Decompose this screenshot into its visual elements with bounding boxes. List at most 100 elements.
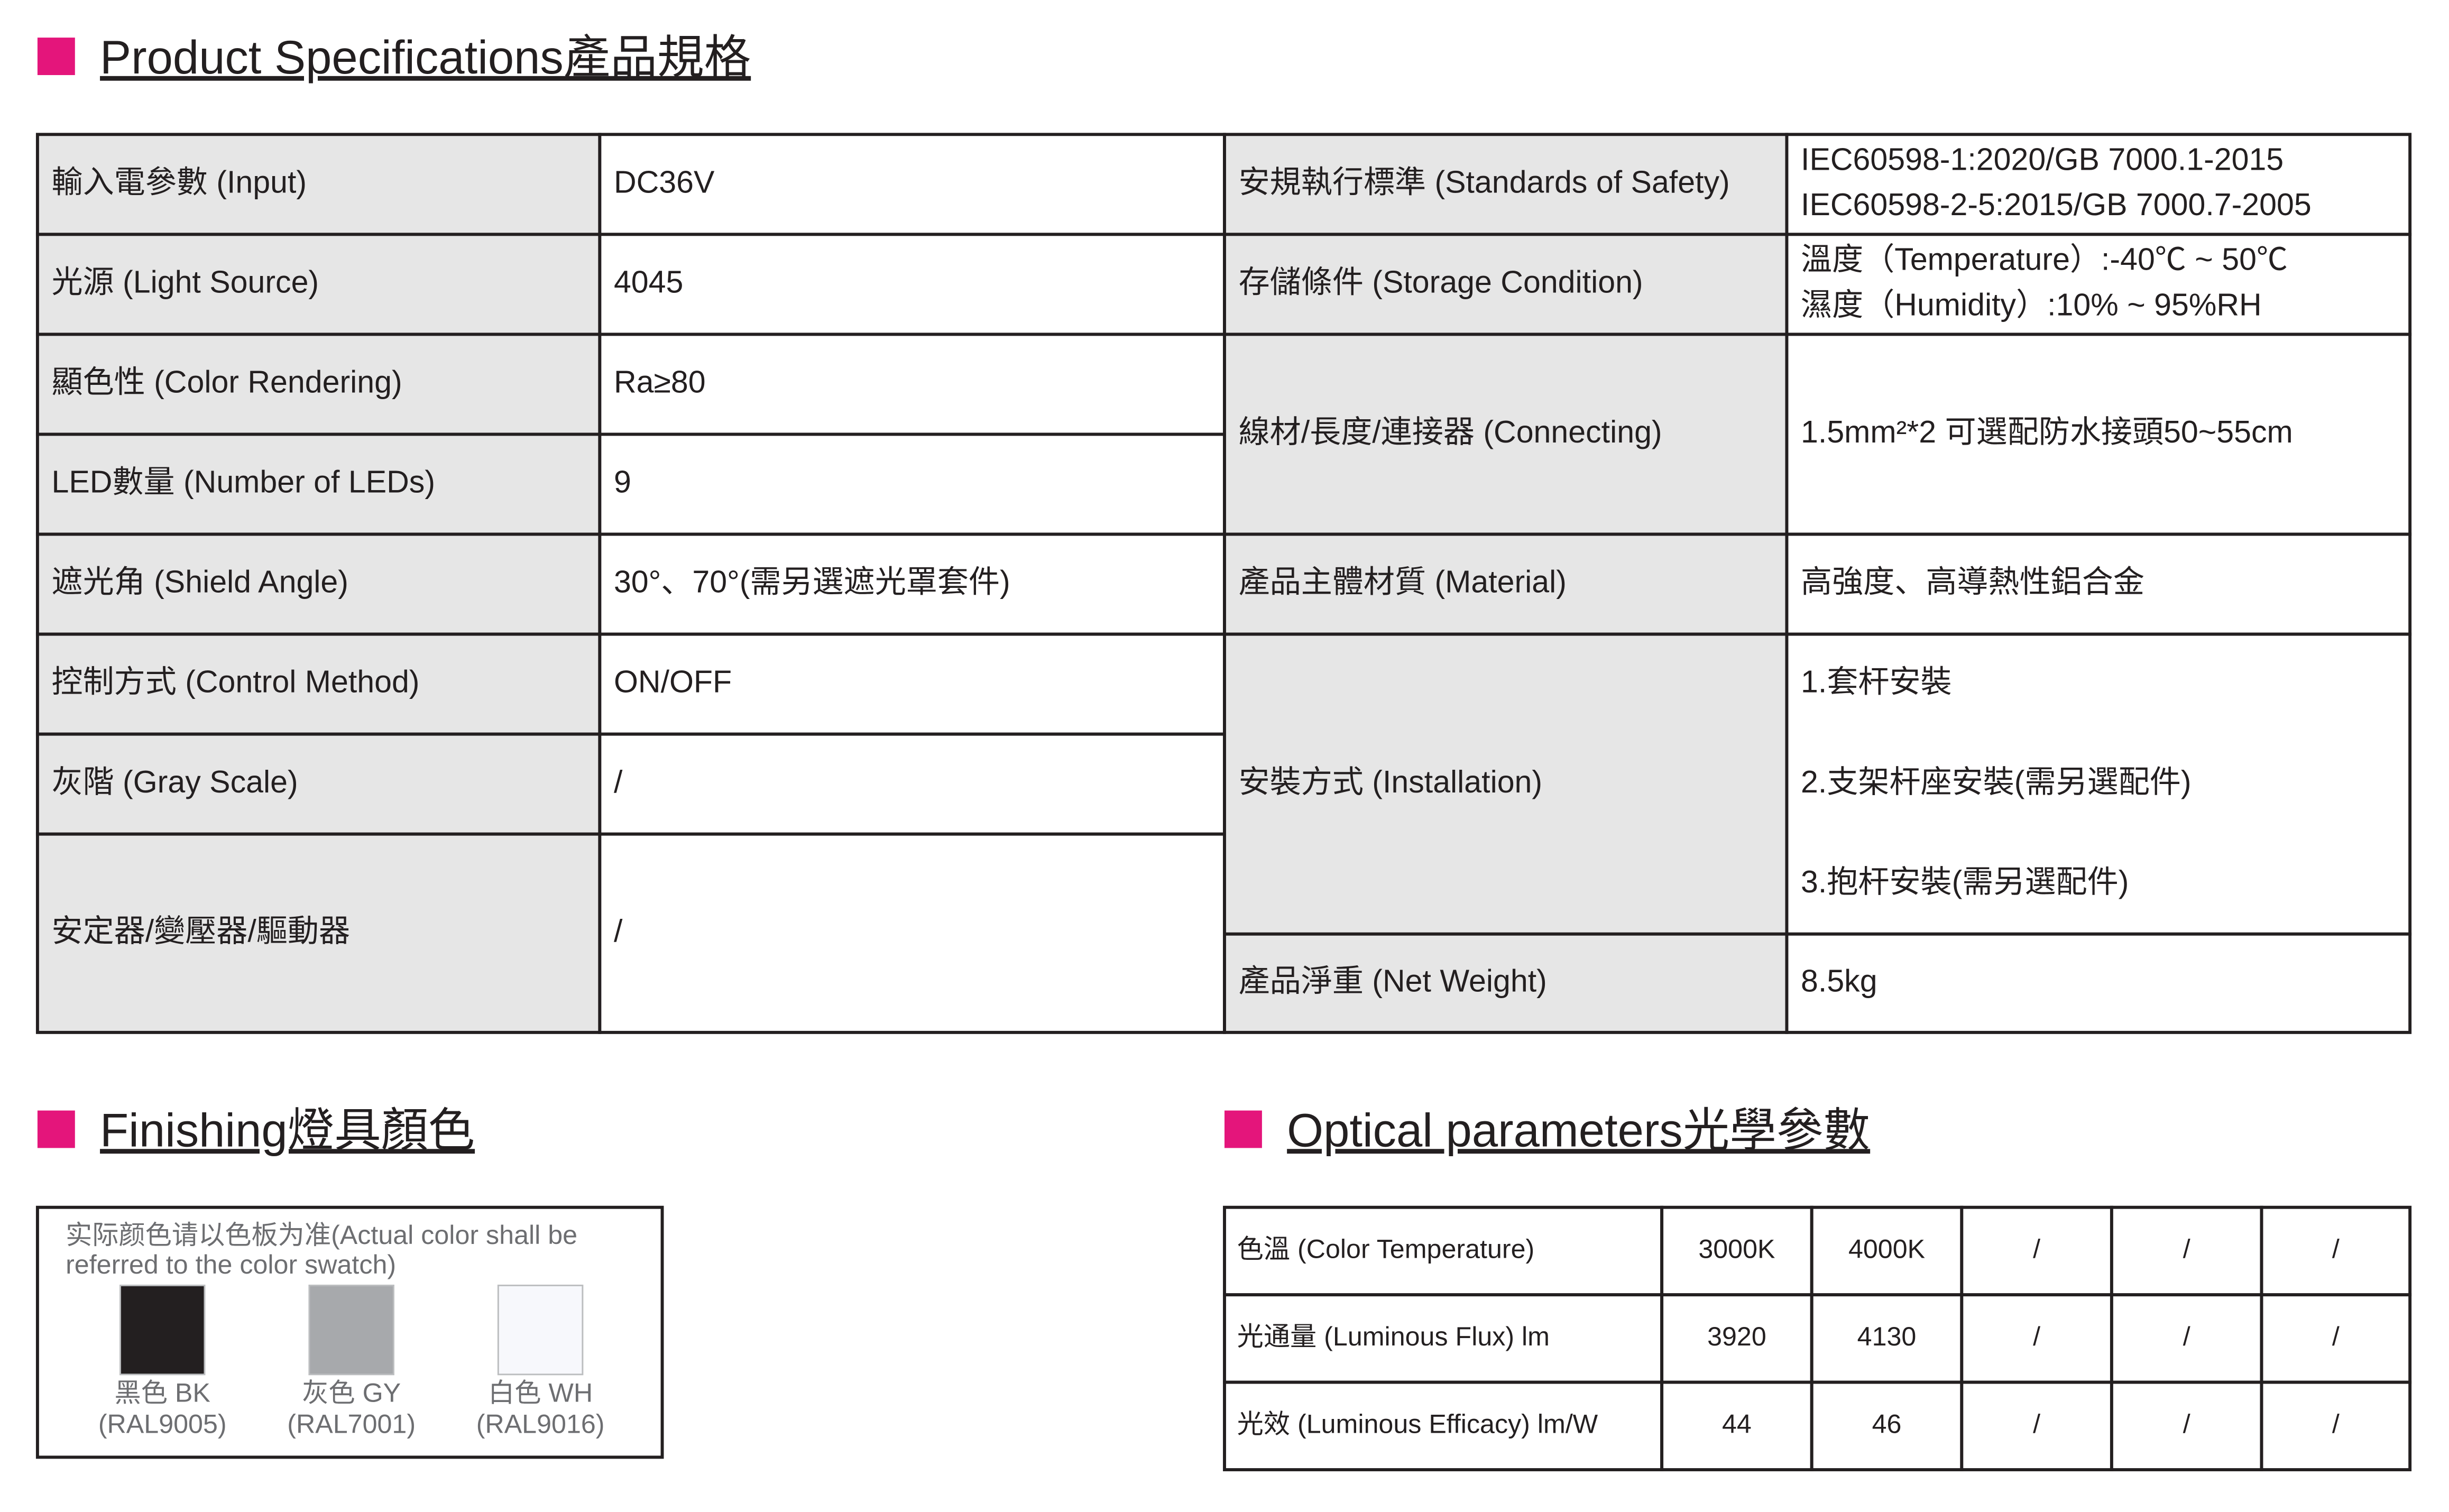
finishing-box: 实际颜色请以色板为准(Actual color shall bereferred… bbox=[35, 1205, 664, 1459]
spec-value: ON/OFF bbox=[614, 665, 732, 699]
optical-label: 光通量 (Luminous Flux) lm bbox=[1237, 1322, 1550, 1351]
finishing-note: 实际颜色请以色板为准(Actual color shall be bbox=[66, 1220, 577, 1250]
cell bbox=[1785, 632, 2412, 936]
spec-value: 9 bbox=[614, 465, 631, 500]
color-code: (RAL7001) bbox=[287, 1409, 416, 1439]
spec-value: 濕度（Humidity）:10% ~ 95%RH bbox=[1801, 287, 2262, 322]
cell bbox=[1785, 532, 2412, 636]
color-name: 白色 WH bbox=[488, 1378, 593, 1407]
spec-label: 光源 (Light Source) bbox=[51, 264, 319, 299]
optical-value: / bbox=[2183, 1234, 2190, 1264]
cell bbox=[2260, 1293, 2412, 1384]
cell bbox=[598, 832, 1226, 1034]
spec-value: DC36V bbox=[614, 164, 715, 199]
optical-label: 光效 (Luminous Efficacy) lm/W bbox=[1237, 1409, 1598, 1439]
cell bbox=[1223, 632, 1789, 936]
finishing-note: referred to the color swatch) bbox=[66, 1250, 396, 1279]
spec-value: / bbox=[614, 764, 623, 799]
optical-value: 3920 bbox=[1707, 1322, 1766, 1351]
cell bbox=[2260, 1380, 2412, 1471]
optical-label: 色溫 (Color Temperature) bbox=[1237, 1234, 1535, 1264]
section-title: Optical parameters光學參數 bbox=[1287, 1104, 1870, 1156]
spec-label: 安定器/變壓器/驅動器 bbox=[51, 914, 350, 948]
cell bbox=[1223, 932, 1789, 1034]
spec-value: 2.支架杆座安裝(需另選配件) bbox=[1801, 764, 2191, 799]
cell bbox=[1223, 1293, 1664, 1384]
spec-value: 8.5kg bbox=[1801, 963, 1877, 998]
cell bbox=[1810, 1205, 1964, 1297]
optical-value: / bbox=[2033, 1234, 2040, 1264]
cell bbox=[35, 133, 602, 236]
section-title: Finishing燈具顏色 bbox=[100, 1104, 475, 1156]
spec-label: 產品淨重 (Net Weight) bbox=[1239, 963, 1547, 998]
cell bbox=[598, 233, 1226, 336]
cell bbox=[1785, 932, 2412, 1034]
optical-value: / bbox=[2332, 1234, 2340, 1264]
optical-value: / bbox=[2033, 1322, 2040, 1351]
optical-value: / bbox=[2033, 1409, 2040, 1439]
optical-value: 46 bbox=[1872, 1409, 1902, 1439]
spec-label: 安裝方式 (Installation) bbox=[1239, 764, 1543, 799]
optical-value: / bbox=[2332, 1409, 2340, 1439]
color-swatch bbox=[119, 1284, 206, 1376]
spec-value: 高強度、高導熱性鋁合金 bbox=[1801, 565, 2144, 600]
section-marker bbox=[1224, 1110, 1262, 1148]
spec-label: 產品主體材質 (Material) bbox=[1239, 565, 1567, 600]
spec-value: 30°、70°(需另選遮光罩套件) bbox=[614, 565, 1010, 600]
optical-value: 4000K bbox=[1848, 1234, 1925, 1264]
color-code: (RAL9005) bbox=[98, 1409, 227, 1439]
cell bbox=[1785, 133, 2412, 236]
cell bbox=[1785, 333, 2412, 536]
spec-value: IEC60598-1:2020/GB 7000.1-2015 bbox=[1801, 142, 2284, 177]
spec-label: 線材/長度/連接器 (Connecting) bbox=[1239, 414, 1662, 449]
spec-value: 溫度（Temperature）:-40℃ ~ 50℃ bbox=[1801, 242, 2288, 277]
spec-value: 4045 bbox=[614, 264, 683, 299]
cell bbox=[2260, 1205, 2412, 1297]
spec-table: 輸入電參數 (Input) DC36V 光源 (Light Source) 4045 顯… bbox=[35, 133, 2412, 1034]
cell bbox=[598, 432, 1226, 536]
cell bbox=[598, 632, 1226, 736]
section-marker bbox=[37, 38, 75, 76]
cell bbox=[598, 532, 1226, 636]
cell bbox=[1785, 233, 2412, 336]
spec-value: / bbox=[614, 914, 623, 948]
color-name: 灰色 GY bbox=[302, 1378, 401, 1407]
optical-value: / bbox=[2183, 1409, 2190, 1439]
spec-value: IEC60598-2-5:2015/GB 7000.7-2005 bbox=[1801, 187, 2312, 222]
optical-value: 3000K bbox=[1698, 1234, 1775, 1264]
section-title: Product Specifications產品規格 bbox=[100, 31, 751, 84]
cell bbox=[2110, 1205, 2263, 1297]
optical-value: 4130 bbox=[1857, 1322, 1917, 1351]
cell bbox=[35, 832, 602, 1034]
color-swatch bbox=[308, 1284, 394, 1376]
cell bbox=[1223, 1380, 1664, 1471]
spec-label: 輸入電參數 (Input) bbox=[51, 164, 307, 199]
cell bbox=[1960, 1380, 2113, 1471]
optical-value: 44 bbox=[1722, 1409, 1752, 1439]
color-name: 黑色 BK bbox=[115, 1378, 210, 1407]
cell bbox=[1223, 333, 1789, 536]
spec-value: 1.套杆安裝 bbox=[1801, 665, 1952, 699]
optical-table: 色溫 (Color Temperature) 3000K 4000K / / / 光通量 (… bbox=[1223, 1205, 2412, 1471]
cell bbox=[1223, 532, 1789, 636]
spec-label: 安規執行標準 (Standards of Safety) bbox=[1239, 164, 1730, 199]
spec-value: 1.5mm²*2 可選配防水接頭50~55cm bbox=[1801, 414, 2293, 449]
spec-label: 遮光角 (Shield Angle) bbox=[51, 565, 348, 600]
optical-value: / bbox=[2332, 1322, 2340, 1351]
cell bbox=[1960, 1205, 2113, 1297]
spec-value: Ra≥80 bbox=[614, 365, 706, 400]
spec-label: 存儲條件 (Storage Condition) bbox=[1239, 264, 1643, 299]
spec-label: 灰階 (Gray Scale) bbox=[51, 764, 298, 799]
cell bbox=[2110, 1380, 2263, 1471]
spec-label: 控制方式 (Control Method) bbox=[51, 665, 419, 699]
color-swatch bbox=[497, 1284, 584, 1376]
cell bbox=[598, 732, 1226, 836]
cell bbox=[35, 233, 602, 336]
color-code: (RAL9016) bbox=[476, 1409, 605, 1439]
spec-label: LED數量 (Number of LEDs) bbox=[51, 465, 435, 500]
cell bbox=[1660, 1380, 1813, 1471]
optical-value: / bbox=[2183, 1322, 2190, 1351]
spec-value: 3.抱杆安裝(需另選配件) bbox=[1801, 864, 2129, 899]
cell bbox=[35, 432, 602, 536]
